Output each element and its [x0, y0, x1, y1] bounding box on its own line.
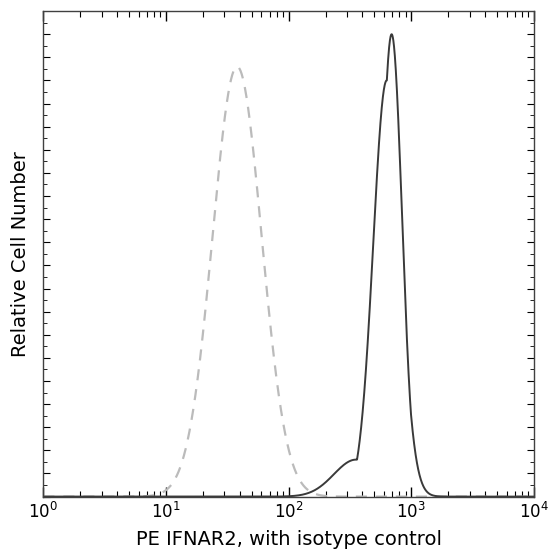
Y-axis label: Relative Cell Number: Relative Cell Number	[11, 151, 30, 357]
X-axis label: PE IFNAR2, with isotype control: PE IFNAR2, with isotype control	[136, 530, 442, 549]
